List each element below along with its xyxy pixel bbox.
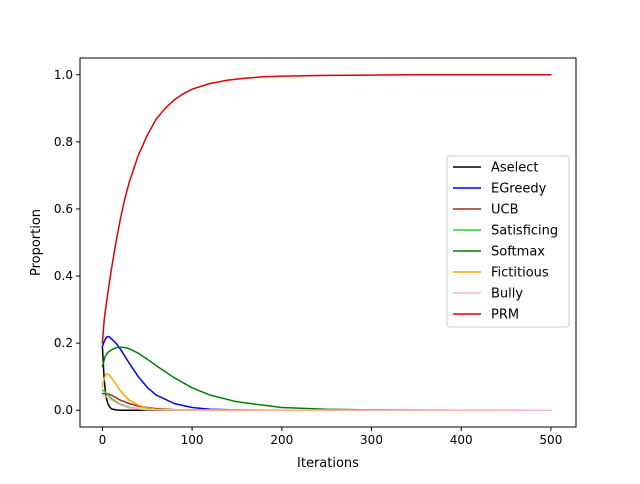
x-tick-label: 100: [181, 433, 204, 447]
legend-label: Aselect: [491, 161, 539, 176]
y-tick-label: 0.8: [54, 135, 73, 149]
y-tick-label: 0.6: [54, 202, 73, 216]
legend-label: Bully: [491, 287, 523, 302]
y-tick-label: 0.0: [54, 403, 73, 417]
legend-label: PRM: [491, 308, 519, 323]
x-tick-label: 300: [360, 433, 383, 447]
series-layer: [101, 74, 552, 411]
y-axis-label: Proportion: [29, 209, 44, 276]
y-axis: 0.0 0.2 0.4 0.6 0.8 1.0: [54, 68, 80, 417]
legend-label: EGreedy: [491, 182, 547, 197]
x-axis: 0 100 200 300 400 500: [99, 427, 562, 447]
series-line-prm: [101, 74, 552, 344]
plot-frame: [79, 57, 577, 428]
legend-label: Softmax: [491, 245, 545, 260]
legend-label: Fictitious: [491, 266, 549, 281]
y-tick-label: 0.4: [54, 269, 73, 283]
series-line-bully: [101, 394, 552, 411]
x-tick-label: 400: [450, 433, 473, 447]
x-tick-label: 500: [539, 433, 562, 447]
legend-label: UCB: [491, 203, 519, 218]
series-line-softmax: [101, 346, 552, 411]
y-tick-label: 1.0: [54, 68, 73, 82]
x-axis-label: Iterations: [297, 456, 359, 471]
x-tick-label: 200: [270, 433, 293, 447]
legend-box: [446, 155, 570, 328]
legend-label: Satisficing: [491, 224, 558, 239]
legend: Aselect EGreedy UCB Satisficing Softmax Ficti…: [446, 155, 570, 328]
y-tick-label: 0.2: [54, 336, 73, 350]
x-tick-label: 0: [99, 433, 107, 447]
